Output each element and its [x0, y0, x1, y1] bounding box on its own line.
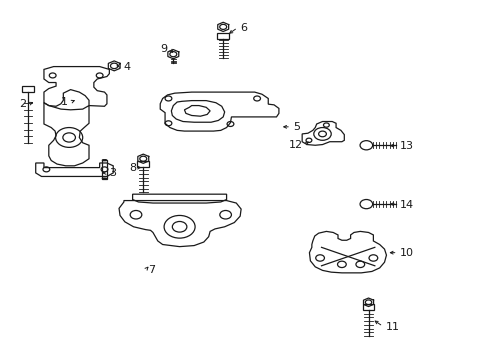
Text: 4: 4 [124, 62, 131, 72]
Text: 7: 7 [148, 265, 155, 275]
Bar [102, 160, 107, 179]
Text: 9: 9 [160, 44, 168, 54]
Bar [363, 304, 374, 310]
Text: 1: 1 [61, 97, 68, 107]
Text: 6: 6 [240, 23, 247, 33]
Bar [138, 161, 149, 167]
Text: 3: 3 [109, 168, 116, 178]
Text: 11: 11 [386, 322, 399, 332]
Text: 2: 2 [19, 99, 26, 109]
Text: 14: 14 [400, 200, 414, 210]
Text: 5: 5 [294, 122, 300, 132]
Text: 12: 12 [289, 140, 303, 149]
Text: 10: 10 [400, 248, 414, 258]
Bar [218, 32, 229, 39]
Text: 13: 13 [400, 141, 414, 151]
Bar [22, 86, 34, 93]
Text: 8: 8 [129, 163, 136, 172]
